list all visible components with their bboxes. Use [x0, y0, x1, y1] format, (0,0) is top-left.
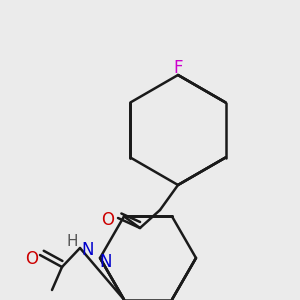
Text: F: F [173, 59, 183, 77]
Text: N: N [82, 241, 94, 259]
Text: H: H [66, 235, 78, 250]
Text: O: O [26, 250, 38, 268]
Text: N: N [100, 253, 112, 271]
Text: O: O [101, 211, 115, 229]
